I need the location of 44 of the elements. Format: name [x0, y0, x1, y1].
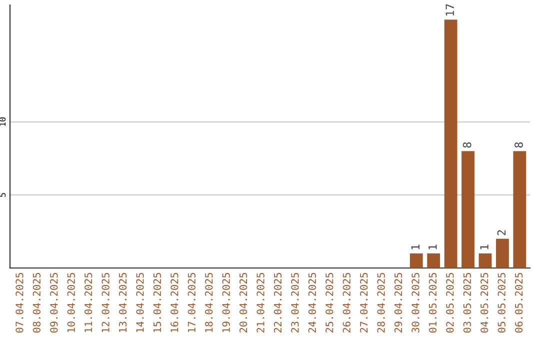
x-tick-label: 22.04.2025: [274, 272, 282, 332]
x-tick-label: 13.04.2025: [118, 272, 127, 332]
x-tick-label: 20.04.2025: [239, 272, 248, 332]
bar: [410, 253, 423, 268]
x-tick-label: 29.04.2025: [394, 272, 402, 332]
x-tick-label: 09.04.2025: [50, 272, 58, 333]
x-tick-label: 21.04.2025: [256, 272, 264, 332]
x-tick-label: 10.04.2025: [67, 272, 75, 332]
x-tick-label: 06.05.2025: [514, 272, 523, 333]
data-label: 8: [514, 142, 523, 148]
x-tick-label: 11.04.2025: [84, 272, 92, 332]
x-tick-label: 27.04.2025: [360, 272, 368, 332]
data-label: 17: [446, 4, 454, 16]
x-tick-label: 07.04.2025: [16, 272, 24, 333]
x-tick-label: 24.04.2025: [308, 272, 316, 332]
bar: [444, 20, 458, 268]
x-tick-label: 17.04.2025: [188, 272, 196, 332]
x-tick-label: 16.04.2025: [170, 272, 178, 332]
x-tick-label: 15.04.2025: [153, 272, 162, 332]
x-tick-label: 02.05.2025: [446, 272, 454, 333]
x-tick-label: 08.04.2025: [32, 272, 41, 333]
x-tick-label: 04.05.2025: [480, 272, 488, 333]
x-tick-label: 12.04.2025: [102, 272, 110, 332]
bar: [462, 151, 474, 268]
x-tick-label: 01.05.2025: [428, 272, 437, 333]
x-tick-label: 26.04.2025: [342, 272, 350, 332]
x-tick-label: 03.05.2025: [463, 272, 471, 333]
x-tick-label: 18.04.2025: [205, 272, 213, 332]
bar: [427, 253, 440, 268]
x-tick-label: 30.04.2025: [412, 272, 420, 333]
x-tick-label: 23.04.2025: [291, 272, 299, 332]
x-tick-label: 05.05.2025: [498, 272, 506, 333]
bar: [513, 151, 526, 268]
bar: [496, 238, 509, 268]
data-label: 2: [497, 230, 506, 236]
data-label: 1: [428, 244, 437, 250]
data-label: 1: [480, 244, 488, 250]
data-label: 8: [462, 142, 472, 148]
x-tick-label: 14.04.2025: [136, 272, 144, 332]
x-tick-label: 19.04.2025: [222, 272, 230, 332]
x-tick-label: 25.04.2025: [326, 272, 334, 332]
x-tick-label: 28.04.2025: [377, 272, 385, 332]
bar: [478, 253, 492, 268]
data-label: 1: [411, 244, 420, 250]
